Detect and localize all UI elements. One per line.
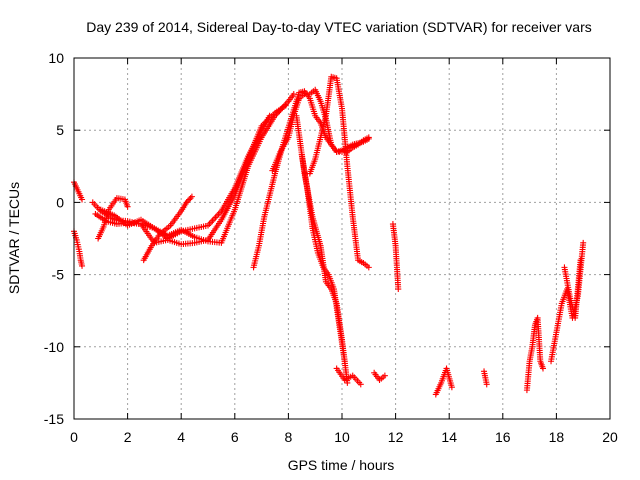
x-tick-label: 16 [495,429,511,445]
y-tick-label: -15 [44,411,64,427]
series-track-g [95,195,131,242]
data-points [71,73,587,398]
y-tick-label: 10 [48,50,64,66]
data-point [290,91,297,98]
x-tick-label: 14 [441,429,457,445]
x-tick-label: 0 [70,429,78,445]
series-track-j [306,73,372,271]
series-track-q [481,368,490,388]
series-track-o [389,221,402,293]
data-point [580,239,587,246]
series-track-n [371,369,388,384]
y-tick-label: -5 [52,267,65,283]
x-tick-label: 6 [231,429,239,445]
y-tick-label: -10 [44,339,64,355]
data-point [365,264,372,271]
x-tick-label: 20 [602,429,618,445]
x-tick-label: 8 [285,429,293,445]
data-point [79,262,86,269]
x-tick-label: 12 [388,429,404,445]
series-track-p [432,365,455,398]
data-point [448,384,455,391]
data-point [187,195,194,202]
series-track-t [561,257,584,321]
x-tick-label: 10 [334,429,350,445]
data-point [188,193,195,200]
series-track-d [92,102,289,248]
data-point [183,199,190,206]
data-point [357,381,364,388]
series-track-r [523,314,546,394]
series-track-f [140,193,195,264]
x-tick-label: 4 [177,429,185,445]
series-track-i [269,86,372,174]
x-axis-label: GPS time / hours [288,457,395,473]
x-tick-label: 18 [549,429,565,445]
data-point [124,203,131,210]
data-point [344,379,351,386]
data-point [186,196,193,203]
series-track-b [71,179,86,203]
data-point [79,196,86,203]
data-point [577,257,584,264]
series-track-e [97,91,297,246]
y-axis-label: SDTVAR / TECUs [6,182,22,294]
data-point [483,381,490,388]
chart-title: Day 239 of 2014, Sidereal Day-to-day VTE… [86,19,592,35]
data-point [381,372,388,379]
data-point [184,197,191,204]
x-tick-label: 2 [124,429,132,445]
y-axis: -15 -10 -5 0 5 10 [44,50,610,427]
y-tick-label: 0 [56,194,64,210]
series-track-a [71,228,86,269]
x-axis: 0 2 4 6 8 10 12 14 16 18 20 [70,58,618,445]
data-point [395,286,402,293]
series-track-m [333,365,364,388]
data-point [365,134,372,141]
y-tick-label: 5 [56,122,64,138]
data-point [540,365,546,372]
series-track-l [293,112,351,386]
